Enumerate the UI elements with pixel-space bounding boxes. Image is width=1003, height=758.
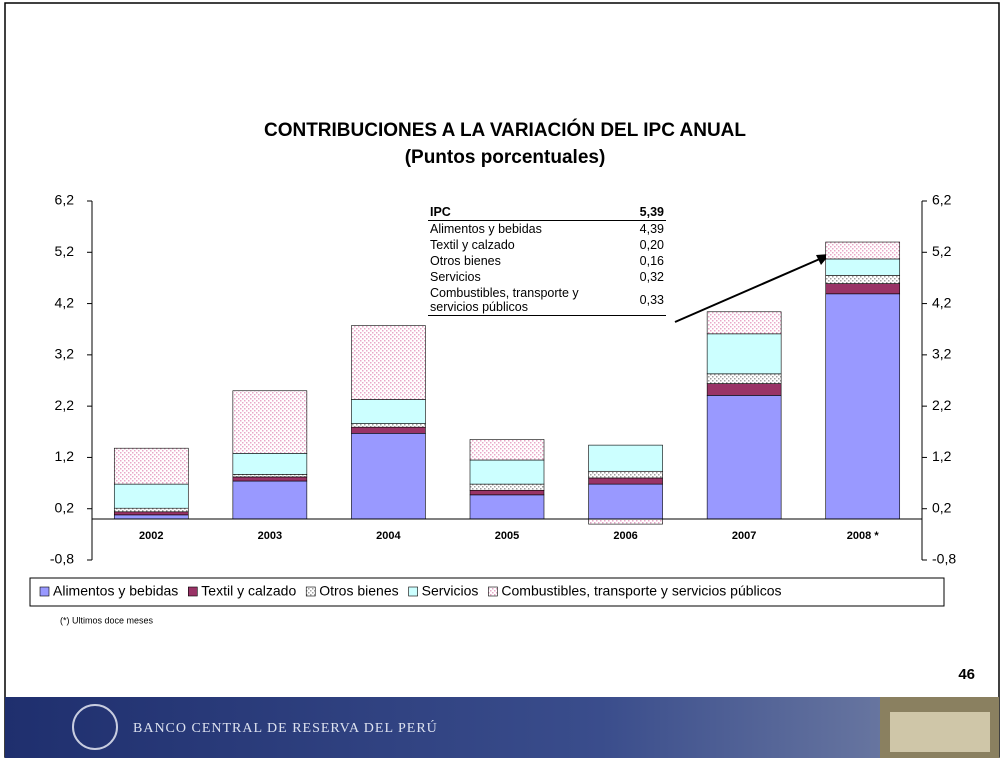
- bar-segment: [469, 459, 545, 485]
- inset-value: 0,20: [639, 238, 664, 252]
- footer-banner: [5, 697, 999, 758]
- x-tick-label: 2007: [732, 530, 756, 542]
- inset-label: Otros bienes: [430, 254, 501, 268]
- bar-segment: [113, 514, 189, 520]
- bar-segment: [113, 511, 189, 516]
- bar-segment: [113, 507, 189, 513]
- legend-swatch: [488, 586, 498, 597]
- bar-segment: [232, 390, 308, 454]
- x-tick-label: 2004: [376, 530, 401, 542]
- bar-segment: [588, 470, 663, 479]
- chart-subtitle: (Puntos porcentuales): [405, 147, 606, 168]
- x-tick-label: 2008 *: [847, 530, 880, 542]
- y-tick-label: 2,2: [55, 397, 75, 413]
- y2-tick-label: 6,2: [932, 192, 952, 208]
- inset-label: Textil y calzado: [430, 238, 515, 252]
- bar-segment: [706, 395, 782, 520]
- legend-label: Textil y calzado: [201, 583, 296, 599]
- page-number: 46: [958, 666, 975, 683]
- bar-segment: [825, 293, 901, 520]
- bar-segment: [351, 325, 426, 400]
- bar-segment: [469, 494, 545, 520]
- x-tick-label: 2006: [613, 530, 637, 542]
- bar-segment: [351, 399, 426, 424]
- inset-header-value: 5,39: [612, 204, 666, 221]
- bar-segment: [469, 483, 545, 491]
- inset-value: 0,16: [639, 254, 664, 268]
- bar-segment: [113, 483, 189, 509]
- y-tick-label: 3,2: [55, 346, 75, 362]
- y2-tick-label: 3,2: [932, 346, 952, 362]
- bar-segment: [825, 283, 901, 295]
- y2-tick-label: 0,2: [932, 499, 952, 515]
- legend-label: Alimentos y bebidas: [53, 583, 178, 599]
- bar-segment: [706, 383, 782, 396]
- y2-tick-label: 5,2: [932, 243, 952, 259]
- y-tick-label: 0,2: [55, 499, 75, 515]
- bar-segment: [588, 483, 663, 520]
- y2-tick-label: 2,2: [932, 397, 952, 413]
- inset-value: 0,32: [639, 270, 664, 284]
- y-tick-label: 1,2: [55, 448, 75, 464]
- bar-segment: [232, 480, 308, 520]
- bank-logo: [72, 704, 118, 750]
- bank-name: BANCO CENTRAL DE RESERVA DEL PERÚ: [133, 719, 438, 736]
- inset-row: Otros bienes 0,16: [428, 253, 666, 269]
- bar-segment: [232, 474, 308, 478]
- legend-swatch: [39, 586, 50, 597]
- y2-tick-label: 4,2: [932, 294, 952, 310]
- inset-value: 4,39: [639, 222, 664, 236]
- legend-swatch: [305, 586, 316, 597]
- inset-row: Textil y calzado 0,20: [428, 237, 666, 253]
- bar-segment: [469, 439, 545, 461]
- bar-segment: [588, 518, 663, 525]
- bar-segment: [825, 241, 901, 260]
- inset-row: Combustibles, transporte y servicios púb…: [428, 285, 666, 316]
- footer-photo-building: [890, 712, 990, 752]
- annotation-arrow: [674, 257, 823, 323]
- bar-segment: [113, 447, 189, 485]
- inset-label: Alimentos y bebidas: [430, 222, 542, 236]
- bar-segment: [706, 373, 782, 384]
- y2-tick-label: 1,2: [932, 448, 952, 464]
- x-tick-label: 2002: [139, 530, 163, 542]
- bar-segment: [469, 489, 545, 496]
- legend-label: Otros bienes: [319, 583, 398, 599]
- footnote: (*) Ultimos doce meses: [60, 615, 154, 625]
- bar-segment: [351, 433, 426, 520]
- inset-value: 0,33: [612, 285, 666, 316]
- bar-segment: [588, 477, 663, 485]
- x-tick-label: 2005: [495, 530, 519, 542]
- y-tick-label: 6,2: [55, 192, 75, 208]
- inset-row: Servicios 0,32: [428, 269, 666, 285]
- inset-label: Servicios: [430, 270, 481, 284]
- bar-segment: [706, 311, 782, 335]
- legend-swatch: [187, 586, 198, 597]
- legend-label: Servicios: [422, 583, 479, 599]
- y2-tick-label: -0,8: [932, 551, 956, 567]
- y-tick-label: 5,2: [55, 243, 75, 259]
- x-tick-label: 2003: [258, 530, 282, 542]
- bar-segment: [351, 423, 426, 428]
- bar-segment: [351, 426, 426, 434]
- bar-segment: [825, 275, 901, 284]
- inset-header: IPC 5,39: [428, 204, 666, 221]
- y-tick-label: 4,2: [55, 294, 75, 310]
- inset-header-label: IPC: [428, 204, 612, 221]
- bar-segment: [825, 258, 901, 276]
- bar-segment: [588, 444, 663, 472]
- inset-table: IPC 5,39 Alimentos y bebidas 4,39 Textil y…: [428, 204, 666, 316]
- bar-segment: [706, 333, 782, 375]
- y-tick-label: -0,8: [50, 551, 74, 567]
- bar-segment: [232, 453, 308, 475]
- legend-swatch: [408, 586, 418, 597]
- legend-label: Combustibles, transporte y servicios púb…: [501, 583, 781, 599]
- legend-box: [29, 577, 945, 607]
- inset-row: Alimentos y bebidas 4,39: [428, 221, 666, 238]
- bar-segment: [232, 476, 308, 482]
- chart-title: CONTRIBUCIONES A LA VARIACIÓN DEL IPC AN…: [264, 119, 746, 141]
- inset-label: Combustibles, transporte y servicios púb…: [428, 285, 612, 316]
